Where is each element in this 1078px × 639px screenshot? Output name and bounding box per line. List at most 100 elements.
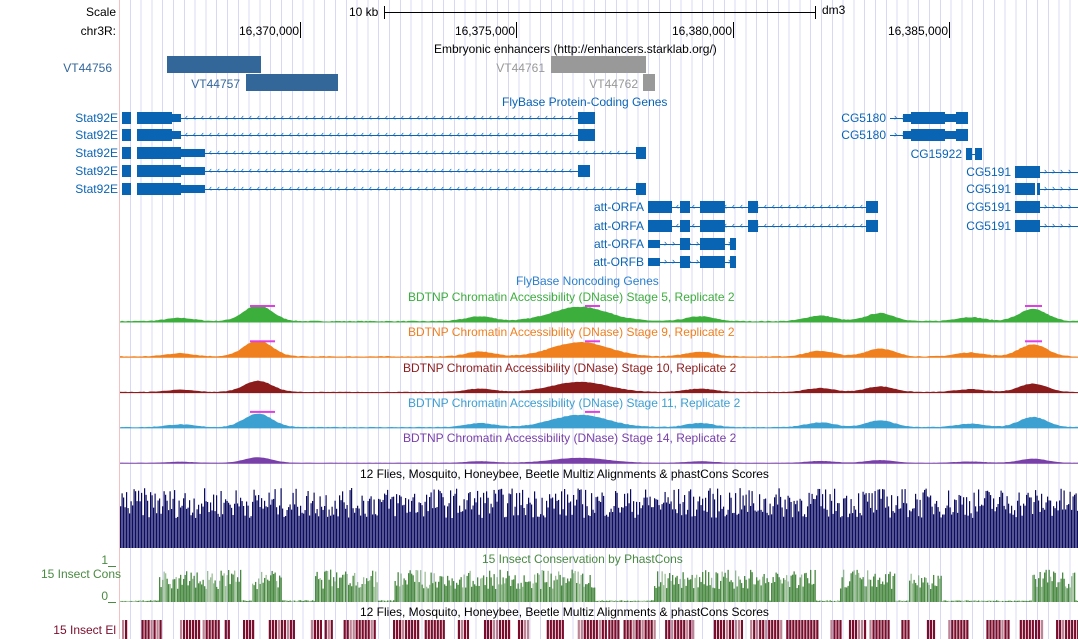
- gene-label[interactable]: CG5180: [841, 111, 886, 125]
- conserved-element: [795, 620, 798, 639]
- phastcons-bar: [778, 577, 780, 602]
- strand-right-arrow-icon: ›: [1060, 201, 1063, 211]
- gene-label[interactable]: CG5191: [966, 219, 1011, 233]
- multiz-bar: [444, 505, 446, 548]
- phastcons-bar: [892, 575, 894, 602]
- multiz-bar: [1054, 508, 1056, 548]
- multiz-bar: [820, 506, 822, 548]
- track-area-left-border: [119, 0, 120, 639]
- multiz-bar: [255, 495, 257, 548]
- gene-label[interactable]: att-ORFA: [593, 219, 644, 233]
- multiz-bar: [214, 511, 216, 548]
- enhancer-label[interactable]: VT44757: [191, 77, 240, 91]
- clipped-signal-marker: [585, 305, 600, 307]
- phastcons-bar: [549, 586, 551, 602]
- multiz-bar: [358, 508, 360, 548]
- multiz-bar: [291, 509, 293, 548]
- gene-label[interactable]: Stat92E: [75, 164, 118, 178]
- phastcons-bar: [700, 581, 702, 602]
- multiz-bar: [1044, 509, 1046, 548]
- multiz-bar: [657, 499, 659, 548]
- phastcons-bar: [730, 580, 732, 602]
- conserved-element: [523, 620, 527, 639]
- gene-label[interactable]: CG5180: [841, 128, 886, 142]
- conserved-element: [507, 620, 511, 639]
- phastcons-bar: [1021, 600, 1023, 602]
- enhancer-label[interactable]: VT44756: [63, 61, 112, 75]
- multiz-bar: [925, 488, 927, 548]
- phastcons-bar: [423, 588, 425, 602]
- phastcons-track-label[interactable]: 15 Insect Cons: [40, 567, 121, 581]
- conserved-element: [759, 620, 762, 639]
- strand-left-arrow-icon: ‹: [273, 112, 276, 122]
- strand-left-arrow-icon: ‹: [497, 165, 500, 175]
- strand-left-arrow-icon: ‹: [345, 129, 348, 139]
- multiz-bar: [703, 510, 705, 548]
- strand-left-arrow-icon: ‹: [569, 183, 572, 193]
- strand-left-arrow-icon: ‹: [433, 147, 436, 157]
- phastcons-bar: [888, 574, 890, 602]
- gene-label[interactable]: Stat92E: [75, 111, 118, 125]
- phastcons-bar: [694, 577, 696, 602]
- enhancer-feature[interactable]: [643, 74, 655, 91]
- multiz-bar: [697, 501, 699, 548]
- multiz-bar: [403, 504, 405, 548]
- gene-label[interactable]: Stat92E: [75, 182, 118, 196]
- multiz-bar: [456, 488, 458, 548]
- gene-label[interactable]: CG5191: [966, 165, 1011, 179]
- multiz-bar: [436, 507, 438, 548]
- phastcons-bar: [1030, 600, 1032, 602]
- phastcons-bar: [1075, 600, 1077, 602]
- clipped-signal-marker: [585, 340, 600, 343]
- dnase-signal-area: [120, 341, 1078, 358]
- multiz-bar: [355, 508, 357, 548]
- multiz-bar: [745, 494, 747, 548]
- enhancer-feature[interactable]: [246, 74, 338, 91]
- strand-left-arrow-icon: ‹: [545, 147, 548, 157]
- intron-line: [205, 171, 578, 172]
- enhancer-feature[interactable]: [167, 56, 261, 73]
- multiz-bar: [901, 489, 903, 548]
- gene-label[interactable]: Stat92E: [75, 128, 118, 142]
- gene-label[interactable]: Stat92E: [75, 146, 118, 160]
- gene-label[interactable]: att-ORFA: [593, 200, 644, 214]
- multiz-bar: [727, 509, 729, 548]
- conserved-element: [638, 620, 641, 639]
- multiz-bar: [825, 489, 827, 548]
- phastcons-bar: [595, 600, 597, 602]
- phastcons-bar: [691, 574, 693, 602]
- multiz-bar: [874, 491, 876, 548]
- phastcons-bar: [144, 600, 146, 602]
- gene-label[interactable]: att-ORFA: [593, 237, 644, 251]
- phastcons-bar: [1036, 586, 1038, 602]
- phastcons-bar: [916, 585, 918, 602]
- multiz-bar: [388, 508, 390, 548]
- multiz-bar: [261, 498, 263, 548]
- phastcons-bar: [286, 600, 288, 602]
- strand-left-arrow-icon: ‹: [497, 129, 500, 139]
- conserved-element: [364, 620, 367, 639]
- enhancer-label[interactable]: VT44762: [589, 77, 638, 91]
- conserved-element: [854, 620, 858, 639]
- enhancer-feature[interactable]: [551, 56, 646, 73]
- multiz-bar: [876, 509, 878, 548]
- elements-track-label[interactable]: 15 Insect El: [53, 623, 116, 637]
- phastcons-bar: [322, 588, 324, 602]
- multiz-bar: [306, 496, 308, 548]
- enhancer-label[interactable]: VT44761: [496, 61, 545, 75]
- gene-label[interactable]: CG15922: [910, 147, 962, 161]
- strand-left-arrow-icon: ‹: [449, 165, 452, 175]
- strand-left-arrow-icon: ‹: [321, 112, 324, 122]
- multiz-bar: [987, 490, 989, 548]
- multiz-bar: [363, 500, 365, 548]
- gene-label[interactable]: CG5191: [966, 200, 1011, 214]
- gene-label[interactable]: att-ORFB: [593, 255, 644, 269]
- gene-label[interactable]: CG5191: [966, 182, 1011, 196]
- strand-left-arrow-icon: ‹: [265, 112, 268, 122]
- multiz-bar: [628, 503, 630, 548]
- multiz-bar: [451, 517, 453, 548]
- phastcons-bar: [432, 583, 434, 602]
- phastcons-bar: [181, 584, 183, 602]
- strand-left-arrow-icon: ‹: [417, 112, 420, 122]
